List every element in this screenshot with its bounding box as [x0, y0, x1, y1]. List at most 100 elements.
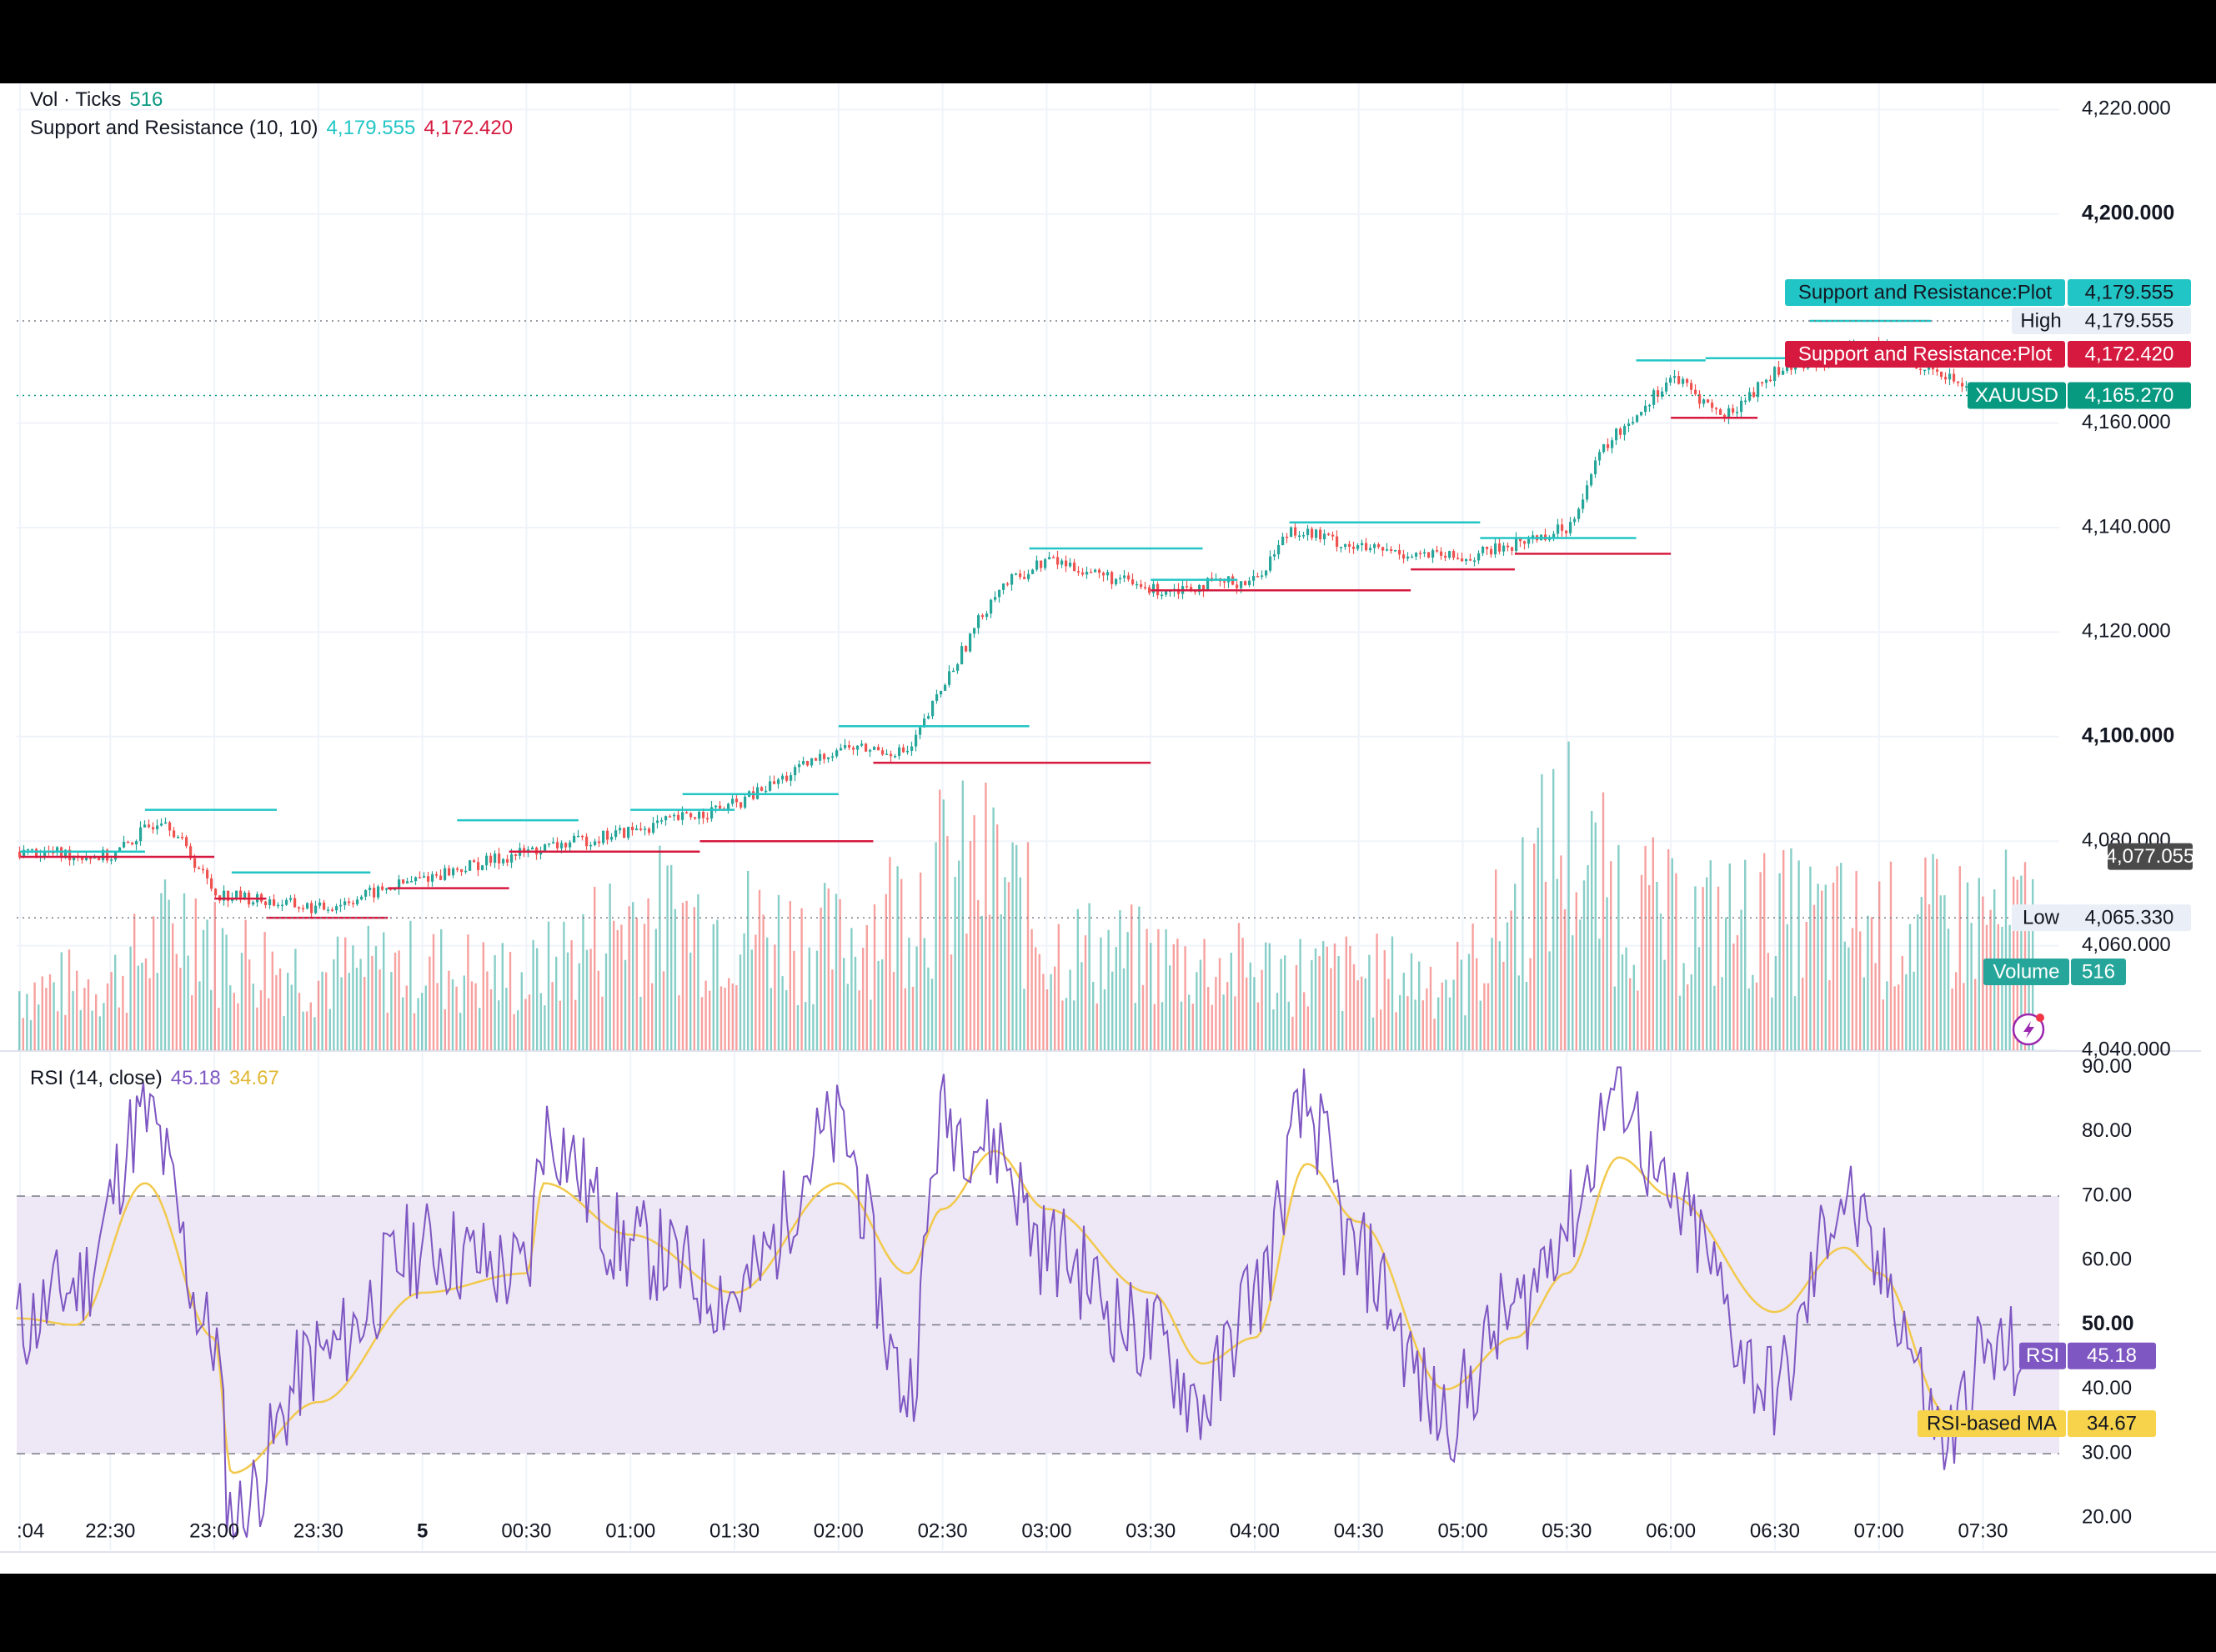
rsi-value-tag-bg: [2068, 1342, 2156, 1369]
candle-body: [702, 811, 705, 818]
candle-body: [1198, 584, 1201, 593]
volume-bar: [1241, 937, 1244, 1050]
candle-body: [427, 876, 430, 882]
candle-body: [1552, 533, 1556, 538]
rsi-label-bg: [2019, 1342, 2066, 1369]
candle-body: [1607, 444, 1610, 448]
volume-bar: [336, 936, 339, 1050]
candle-body: [652, 823, 655, 834]
volume-bar: [278, 968, 282, 1050]
candle-body: [1507, 545, 1510, 548]
volume-bar: [1690, 974, 1692, 1050]
volume-bar: [137, 965, 139, 1050]
candle-body: [89, 858, 93, 859]
volume-bar: [620, 924, 623, 1050]
volume-bar: [1115, 947, 1117, 1050]
candle-body: [323, 902, 326, 910]
candle-body: [118, 847, 122, 852]
volume-bar: [402, 997, 404, 1050]
volume-bar: [697, 894, 699, 1050]
volume-bar: [1157, 929, 1160, 1050]
time-tick-label: 02:30: [918, 1519, 968, 1542]
volume-bar: [168, 899, 170, 1050]
time-tick-label: :04: [17, 1519, 44, 1542]
volume-bar: [79, 1009, 82, 1050]
candle-body: [1052, 557, 1055, 558]
candle-body: [1302, 535, 1306, 537]
candle-body: [193, 858, 197, 869]
candle-body: [1073, 563, 1076, 572]
volume-bar: [2001, 926, 2003, 1050]
volume-bar: [225, 934, 228, 1050]
volume-bar: [915, 946, 918, 1050]
candle-body: [31, 849, 34, 851]
candle-body: [598, 841, 601, 844]
volume-bar: [1747, 988, 1750, 1050]
volume-bar: [1395, 1012, 1397, 1050]
volume-bar: [498, 1000, 500, 1050]
candle-body: [552, 842, 555, 844]
candle-body: [810, 758, 814, 766]
volume-bar: [973, 815, 975, 1050]
volume-value-tag: 516: [2082, 960, 2115, 983]
volume-bar: [1759, 872, 1762, 1050]
volume-bar: [724, 988, 726, 1050]
chart-area[interactable]: 4,220.000 4,200.000 4,160.000 4,140.000 4,12…: [0, 83, 2216, 1574]
candle-body: [423, 876, 426, 878]
candle-body: [881, 750, 885, 755]
candle-body: [1035, 560, 1039, 570]
volume-bar: [1061, 1000, 1064, 1050]
volume-bar: [451, 979, 454, 1050]
candle-body: [85, 858, 88, 860]
volume-bar: [1966, 882, 1969, 1050]
candle-body: [164, 822, 168, 824]
volume-bar: [609, 884, 611, 1050]
volume-bar: [815, 950, 819, 1050]
candle-body: [1577, 508, 1581, 519]
candle-body: [660, 820, 664, 822]
time-tick-label: 04:30: [1334, 1519, 1384, 1542]
time-tick-label: 02:00: [814, 1519, 864, 1542]
candle-body: [994, 597, 997, 600]
candle-body: [1394, 549, 1397, 552]
candle-body: [1736, 412, 1739, 413]
volume-bar: [889, 857, 891, 1050]
candle-body: [1306, 528, 1310, 536]
candle-body: [106, 849, 109, 861]
volume-bar: [685, 900, 688, 1050]
volume-bar: [1122, 968, 1126, 1050]
volume-bar: [271, 951, 273, 1050]
candle-body: [168, 822, 172, 831]
volume-bar: [1870, 917, 1873, 1050]
volume-bar: [1287, 1001, 1290, 1050]
candle-body: [348, 901, 351, 904]
candle-body: [181, 836, 184, 839]
candle-body: [1248, 580, 1251, 585]
volume-bar: [374, 946, 378, 1050]
candle-body: [439, 875, 443, 880]
candle-body: [1573, 518, 1577, 523]
candle-body: [202, 869, 205, 871]
candle-body: [1023, 577, 1026, 579]
candle-body: [1940, 371, 1943, 378]
chart-canvas[interactable]: 4,220.000 4,200.000 4,160.000 4,140.000 4,12…: [0, 83, 2216, 1574]
candle-body: [1361, 543, 1364, 546]
volume-bar: [601, 996, 604, 1050]
candle-body: [706, 818, 709, 820]
volume-bar: [985, 782, 987, 1050]
candle-body: [1115, 578, 1118, 584]
candle-body: [1261, 575, 1264, 577]
volume-bar: [1165, 929, 1167, 1050]
candle-body: [1348, 543, 1351, 547]
candle-body: [498, 854, 501, 864]
candle-body: [1098, 569, 1101, 573]
volume-bar: [1065, 998, 1068, 1050]
volume-bar: [106, 983, 109, 1050]
volume-bar: [1970, 923, 1973, 1050]
candle-body: [1131, 579, 1135, 584]
candle-body: [1419, 553, 1422, 554]
time-tick-label: 05:00: [1438, 1519, 1488, 1542]
volume-bar: [846, 984, 849, 1050]
candle-body: [1398, 549, 1401, 555]
price-tick-label: 4,140.000: [2082, 515, 2171, 538]
